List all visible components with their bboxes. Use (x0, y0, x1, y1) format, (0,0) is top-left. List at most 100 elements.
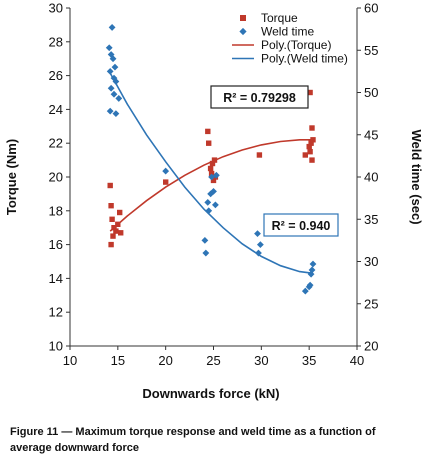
torque-point (117, 209, 123, 216)
y-right-tick-label: 50 (364, 85, 378, 100)
torque-point (210, 177, 217, 184)
legend-weld-time-marker (239, 27, 247, 36)
weld-time-point (106, 107, 114, 115)
torque-point (205, 128, 211, 135)
torque-point (108, 241, 114, 248)
y-left-tick-label: 22 (49, 136, 63, 151)
x-axis-title: Downwards force (kN) (142, 386, 279, 401)
torque-point (307, 149, 313, 155)
weld-time-trendline (109, 72, 314, 275)
torque-point (118, 230, 124, 236)
torque-point (208, 170, 215, 177)
weld-time-point (107, 84, 115, 92)
weld-time-point (107, 51, 115, 58)
r2-torque-label: R² = 0.79298 (223, 91, 296, 105)
y-left-tick-label: 30 (49, 1, 63, 16)
y-left-tick-label: 16 (49, 237, 63, 252)
weld-time-point (212, 201, 219, 209)
weld-time-point (202, 249, 210, 257)
weld-time-point (109, 55, 117, 63)
torque-point (207, 165, 214, 172)
x-tick-label: 20 (158, 353, 172, 368)
torque-point (115, 221, 121, 227)
torque-point (309, 125, 315, 131)
weld-time-point (110, 90, 118, 98)
legend-label: Poly.(Weld time) (261, 52, 348, 66)
y-right-tick-label: 60 (364, 1, 378, 16)
torque-point (113, 228, 119, 234)
y-left-tick-label: 20 (49, 170, 63, 185)
y-left-tick-label: 28 (49, 34, 63, 49)
legend-label: Poly.(Torque) (261, 38, 331, 52)
y-left-axis-title: Torque (Nm) (4, 139, 19, 215)
x-tick-label: 40 (350, 353, 364, 368)
torque-point (302, 152, 308, 158)
weld-time-point (108, 24, 116, 31)
x-tick-label: 30 (254, 353, 268, 368)
x-tick-label: 25 (206, 353, 220, 368)
y-right-tick-label: 20 (364, 339, 378, 354)
weld-time-point (254, 230, 261, 238)
weld-time-point (255, 249, 262, 257)
x-tick-label: 35 (302, 353, 316, 368)
y-right-tick-label: 55 (364, 43, 378, 58)
weld-time-point (112, 78, 120, 85)
weld-time-point (106, 67, 114, 75)
figure-caption: Figure 11 — Maximum torque response and … (10, 426, 376, 454)
y-left-tick-label: 24 (49, 102, 63, 117)
y-right-axis-title: Weld time (sec) (409, 129, 424, 224)
torque-point (211, 157, 218, 163)
legend-torque-marker (240, 15, 246, 21)
torque-point (206, 140, 212, 146)
y-right-tick-label: 25 (364, 296, 378, 311)
torque-point (256, 152, 263, 158)
weld-time-point (201, 236, 209, 244)
y-left-tick-label: 18 (49, 203, 63, 218)
y-right-tick-label: 45 (364, 127, 378, 142)
r2-torque-box (210, 85, 309, 109)
weld-time-point (306, 281, 314, 289)
y-left-ticks: 10 12 14 16 18 20 22 24 26 28 30 (49, 1, 70, 354)
r2-weld-box (263, 213, 339, 237)
weld-time-point (308, 266, 316, 274)
y-left-tick-label: 10 (49, 339, 63, 354)
x-tick-label: 10 (63, 353, 77, 368)
weld-time-point (105, 44, 113, 52)
weld-time-point (112, 110, 120, 118)
torque-point (309, 157, 315, 163)
weld-time-point (309, 260, 317, 268)
r2-weld-annotation: R² = 0.940 (263, 213, 339, 237)
weld-time-point (210, 187, 217, 195)
weld-time-point (111, 63, 119, 71)
y-right-tick-label: 40 (364, 170, 378, 185)
weld-time-point (301, 287, 309, 295)
y-left-tick-label: 14 (49, 271, 63, 286)
legend-label: Weld time (261, 25, 314, 39)
legend-label: Torque (261, 11, 298, 25)
weld-time-point (162, 167, 170, 175)
torque-point (109, 216, 115, 222)
y-right-tick-label: 35 (364, 212, 378, 227)
x-ticks: 10 15 20 25 30 35 40 (63, 346, 364, 368)
y-right-ticks: 20 25 30 35 40 45 50 55 60 (357, 1, 378, 354)
r2-torque-annotation: R² = 0.79298 (210, 85, 309, 109)
chart: 10 15 20 25 30 35 40 10 12 14 16 18 20 22 24 26 28 30 20… (4, 0, 424, 401)
torque-point (307, 89, 313, 96)
torque-point (308, 140, 314, 146)
y-left-tick-label: 12 (49, 305, 63, 320)
data-points (105, 24, 317, 295)
weld-time-point (205, 207, 213, 215)
y-right-tick-label: 30 (364, 254, 378, 269)
torque-point (163, 179, 169, 185)
x-tick-label: 15 (111, 353, 125, 368)
weld-time-point (115, 95, 123, 102)
torque-point (110, 233, 116, 239)
torque-point (306, 143, 312, 150)
torque-point (209, 160, 216, 167)
weld-time-point (204, 198, 212, 206)
weld-time-point (256, 241, 264, 248)
weld-time-point (212, 171, 220, 179)
torque-point (310, 137, 316, 143)
torque-point (111, 225, 117, 231)
